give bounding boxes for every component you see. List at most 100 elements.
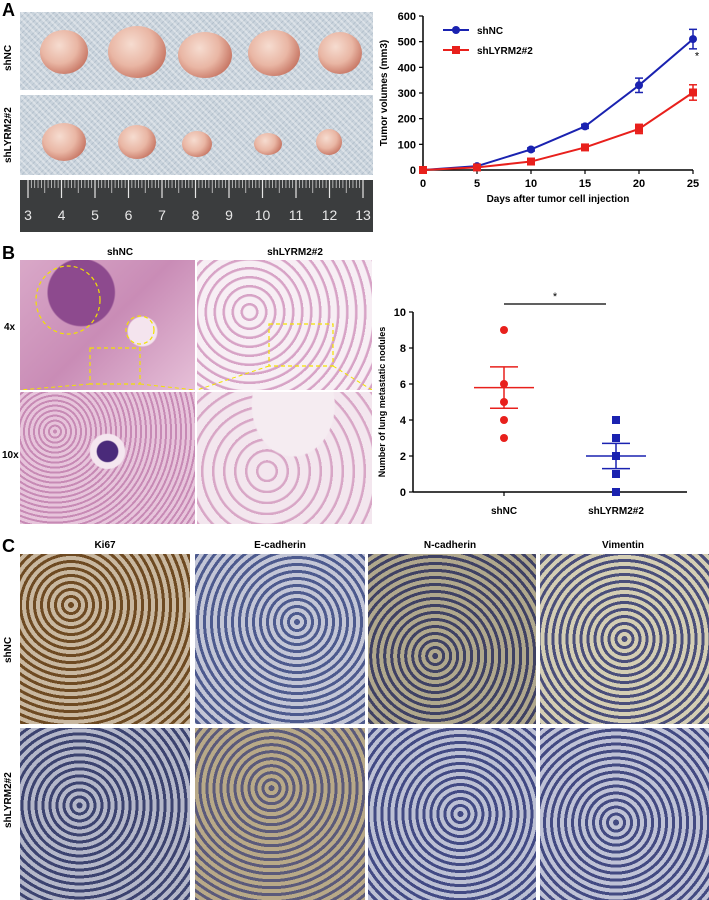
tumor (42, 123, 86, 161)
tumor (254, 133, 282, 155)
y-tick-label: 0 (410, 165, 416, 177)
tumor (40, 30, 88, 74)
series-line-shnc (422, 38, 694, 171)
data-point (612, 434, 620, 442)
x-tick-label: shNC (491, 506, 517, 517)
data-point (581, 143, 589, 152)
tumor-volume-chart: 0 100 200 300 400 500 600 0 5 10 15 20 25 Days after … (379, 11, 700, 205)
y-tick-label: 0 (400, 487, 406, 499)
x-tick-label: 10 (525, 178, 537, 190)
ruler-number: 7 (158, 207, 166, 223)
x-tick-label: 0 (420, 178, 426, 190)
y-tick-label: 2 (400, 451, 406, 463)
y-tick-label: 300 (398, 88, 416, 100)
tumor (316, 129, 342, 155)
data-point (473, 163, 481, 172)
ihc-vimentin-shlyrm2 (540, 728, 709, 900)
panel-letter-b: B (2, 243, 15, 263)
he-row-label-4x: 4x (4, 322, 16, 333)
ruler-number: 5 (91, 207, 99, 223)
y-tick-label: 400 (398, 62, 416, 74)
data-point (500, 380, 508, 388)
he-image-shnc-10x (20, 392, 195, 524)
ruler-number: 13 (355, 207, 371, 223)
ihc-col-label-ecadherin: E-cadherin (254, 540, 306, 551)
ihc-ncadherin-shnc (368, 554, 536, 724)
tumor (318, 32, 362, 74)
he-image-shnc-4x (20, 260, 195, 390)
x-tick-label: 20 (633, 178, 645, 190)
he-image-shlyrm2-10x (197, 392, 372, 524)
panel-letter-a: A (2, 0, 15, 20)
photo-row-label-shnc: shNC (3, 44, 14, 72)
he-image-shlyrm2-4x (197, 260, 372, 390)
ruler-number: 4 (58, 207, 66, 223)
ihc-col-label-ncadherin: N-cadherin (423, 540, 477, 551)
data-point (612, 470, 620, 478)
legend-label: shLYRM2#2 (477, 46, 533, 57)
data-point (612, 452, 620, 460)
tumor (178, 32, 232, 78)
data-point (635, 124, 643, 133)
ihc-ecadherin-shlyrm2 (195, 728, 365, 900)
y-tick-label: 4 (400, 415, 407, 427)
legend-label: shNC (477, 26, 503, 37)
ruler-number: 3 (24, 207, 32, 223)
data-point (500, 434, 508, 442)
ihc-ecadherin-shnc (195, 554, 365, 724)
y-tick-label: 100 (398, 139, 416, 151)
data-point (419, 166, 427, 174)
significance-mark: * (553, 291, 558, 303)
photo-row-label-shlyrm2: shLYRM2#2 (3, 107, 14, 163)
tumor-photo-shlyrm2 (20, 95, 373, 175)
legend-marker (452, 46, 460, 54)
ihc-col-label-vimentin: Vimentin (601, 540, 645, 551)
x-tick-label: 15 (579, 178, 591, 190)
x-tick-label: 5 (474, 178, 480, 190)
data-point (500, 398, 508, 406)
ruler-number: 9 (225, 207, 233, 223)
tumor-photo-shnc (20, 12, 373, 90)
y-tick-label: 600 (398, 11, 416, 23)
metastatic-nodules-chart: 0 2 4 6 8 10 shNC shLYRM2#2 Number of lung metas… (377, 291, 687, 517)
y-tick-label: 8 (400, 343, 406, 355)
data-point (689, 88, 697, 97)
panel-letter-c: C (2, 536, 15, 556)
y-axis-label: Tumor volumes (mm3) (379, 40, 390, 147)
y-tick-label: 200 (398, 114, 416, 126)
ihc-ki67-shlyrm2 (20, 728, 190, 900)
y-tick-label: 10 (394, 307, 406, 319)
data-point (581, 122, 589, 131)
y-axis-label: Number of lung metastatic nodules (377, 327, 387, 478)
x-axis-label: Days after tumor cell injection (487, 194, 630, 205)
ihc-col-label-ki67: Ki67 (94, 540, 116, 551)
ruler: 3 4 5 6 7 8 9 10 11 12 13 (20, 180, 373, 232)
data-point (527, 145, 535, 154)
ruler-number: 10 (255, 207, 271, 223)
he-annotation-shlyrm2-4x (197, 323, 372, 390)
data-point (500, 416, 508, 424)
he-row-label-10x: 10x (2, 450, 19, 461)
y-tick-label: 500 (398, 37, 416, 49)
data-point (527, 157, 535, 166)
tumor (118, 125, 156, 159)
y-tick-label: 6 (400, 379, 406, 391)
ihc-vimentin-shnc (540, 554, 709, 724)
ihc-row-label-shlyrm2: shLYRM2#2 (3, 772, 14, 828)
ihc-ncadherin-shlyrm2 (368, 728, 536, 900)
data-point (635, 81, 643, 90)
ruler-graphic: 3 4 5 6 7 8 9 10 11 12 13 (24, 180, 371, 223)
data-point (612, 416, 620, 424)
tumor (182, 131, 212, 157)
ruler-number: 8 (192, 207, 200, 223)
series-line-shlyrm2 (422, 91, 694, 171)
tumor (108, 26, 166, 78)
data-point (500, 326, 508, 334)
ihc-ki67-shnc (20, 554, 190, 724)
ruler-number: 11 (289, 207, 304, 223)
ruler-number: 6 (125, 207, 133, 223)
data-point (689, 35, 697, 44)
x-tick-label: shLYRM2#2 (588, 506, 644, 517)
ruler-number: 12 (322, 207, 338, 223)
he-col-label-shlyrm2: shLYRM2#2 (267, 247, 323, 258)
